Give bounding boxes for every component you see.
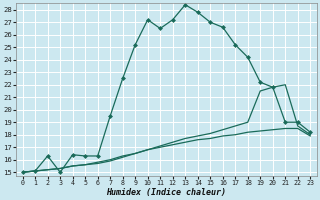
X-axis label: Humidex (Indice chaleur): Humidex (Indice chaleur) [107,188,227,197]
